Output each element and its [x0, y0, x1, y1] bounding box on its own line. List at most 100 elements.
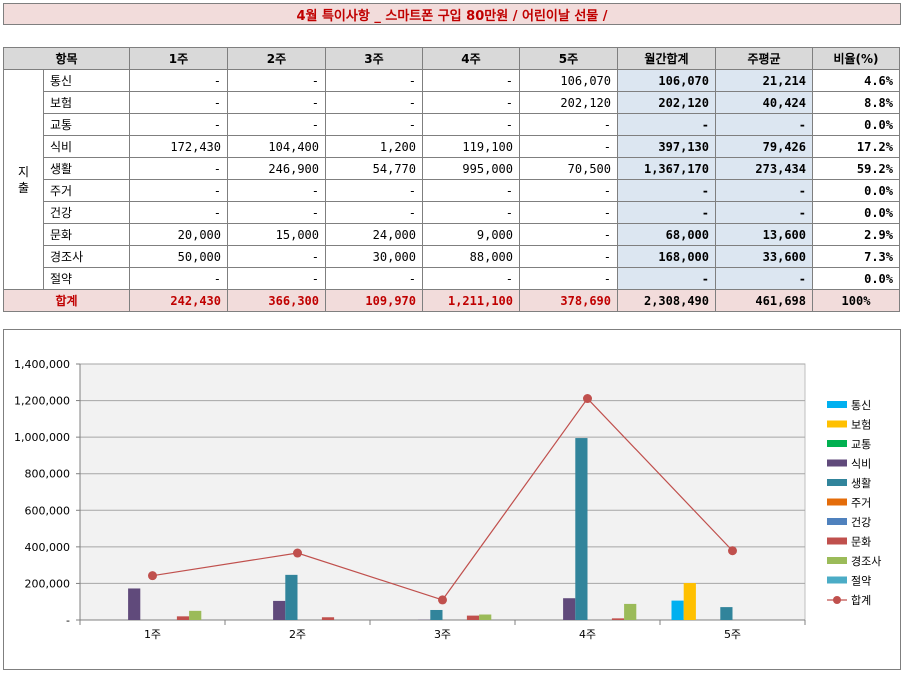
ratio-cell: 0.0%: [812, 113, 900, 136]
legend-label: 통신: [851, 399, 871, 412]
weekly-expense-chart: - 200,000 400,000 600,000 800,000 1,000,000 1,…: [14, 358, 881, 641]
weekly-average-cell: -: [715, 179, 813, 202]
week-value-cell: -: [129, 201, 228, 224]
total-point: [583, 394, 592, 404]
week-value-cell: 24,000: [325, 223, 423, 246]
legend-swatch: [827, 518, 847, 525]
weekly-average-cell: 40,424: [715, 91, 813, 114]
category-cell: 생활: [43, 157, 130, 180]
weekly-average-cell: -: [715, 201, 813, 224]
ratio-cell: 0.0%: [812, 267, 900, 290]
legend-swatch: [827, 479, 847, 486]
bar-식비: [128, 588, 141, 620]
total-week-cell: 366,300: [227, 289, 326, 312]
week-value-cell: 54,770: [325, 157, 423, 180]
week-value-cell: -: [422, 267, 520, 290]
weekly-average-cell: -: [715, 267, 813, 290]
bar-생활: [720, 607, 733, 620]
monthly-total-cell: 106,070: [617, 69, 716, 92]
week-value-cell: -: [129, 267, 228, 290]
ratio-cell: 0.0%: [812, 179, 900, 202]
week-value-cell: -: [519, 179, 618, 202]
legend-label: 문화: [851, 536, 871, 549]
bar-문화: [176, 616, 190, 620]
monthly-total-cell: 168,000: [617, 245, 716, 268]
week-value-cell: -: [129, 69, 228, 92]
total-row: 합계 242,430 366,300 109,970 1,211,100 378,690 2…: [3, 289, 900, 312]
total-monthly-cell: 2,308,490: [617, 289, 716, 312]
table-row: 생활 -246,900 54,770 995,000 70,500 1,367,170 27…: [4, 157, 900, 180]
week-value-cell: -: [227, 113, 326, 136]
week-value-cell: -: [519, 201, 618, 224]
total-ratio-cell: 100%: [812, 289, 900, 312]
table-row: 문화 20,000 15,000 24,000 9,000-68,000 13,600 2.…: [4, 223, 900, 246]
ratio-cell: 4.6%: [812, 69, 900, 92]
table-header-row: 항목 1주 2주 3주 4주 5주 월간합계 주평균 비율(%): [3, 47, 900, 70]
bar-경조사: [479, 614, 492, 620]
weekly-average-cell: 273,434: [715, 157, 813, 180]
category-cell: 문화: [43, 223, 130, 246]
week-value-cell: 995,000: [422, 157, 520, 180]
week-value-cell: -: [129, 157, 228, 180]
bar-문화: [321, 617, 335, 620]
chart-container: - 200,000 400,000 600,000 800,000 1,000,000 1,…: [3, 329, 901, 670]
header-cell: 비율(%): [812, 47, 900, 70]
plot-area: [79, 363, 806, 621]
week-value-cell: -: [422, 91, 520, 114]
bar-문화: [466, 615, 480, 620]
legend-label: 경조사: [851, 555, 881, 568]
legend-swatch: [827, 576, 847, 584]
table-row: 지출 통신 - - - -106,070 106,070 21,214 4.6%: [3, 69, 900, 290]
legend-label: 주거: [851, 497, 871, 510]
y-tick-label: 1,000,000: [14, 431, 70, 444]
week-value-cell: -: [227, 267, 326, 290]
bar-통신: [671, 600, 684, 620]
total-point: [293, 548, 302, 558]
week-value-cell: 70,500: [519, 157, 618, 180]
group-label: 지출: [17, 164, 30, 195]
x-tick-label: 3주: [434, 628, 451, 641]
bar-식비: [563, 598, 576, 620]
category-cell: 식비: [43, 135, 130, 158]
weekly-average-cell: 79,426: [715, 135, 813, 158]
table-row: 보험 - - - -202,120 202,120 40,424 8.8%: [4, 91, 900, 114]
total-average-cell: 461,698: [715, 289, 813, 312]
bar-생활: [575, 438, 588, 620]
ratio-cell: 17.2%: [812, 135, 900, 158]
week-value-cell: -: [519, 245, 618, 268]
week-value-cell: -: [519, 135, 618, 158]
legend-label: 식비: [851, 458, 871, 471]
legend-swatch: [827, 420, 847, 428]
week-value-cell: 106,070: [519, 69, 618, 92]
monthly-total-cell: -: [617, 113, 716, 136]
weekly-average-cell: 21,214: [715, 69, 813, 92]
week-value-cell: -: [422, 113, 520, 136]
ratio-cell: 2.9%: [812, 223, 900, 246]
week-value-cell: -: [422, 179, 520, 202]
x-tick-label: 1주: [144, 628, 161, 641]
week-value-cell: 119,100: [422, 135, 520, 158]
week-value-cell: -: [129, 113, 228, 136]
week-value-cell: -: [422, 69, 520, 92]
x-tick-label: 4주: [579, 628, 596, 641]
weekly-average-cell: 33,600: [715, 245, 813, 268]
table-row: 절약 - - - - - - -0.0%: [4, 267, 900, 290]
week-value-cell: -: [519, 113, 618, 136]
category-cell: 주거: [43, 179, 130, 202]
header-cell: 1주: [129, 47, 228, 70]
category-cell: 절약: [43, 267, 130, 290]
legend-swatch: [827, 440, 847, 447]
ratio-cell: 7.3%: [812, 245, 900, 268]
expense-table: 항목 1주 2주 3주 4주 5주 월간합계 주평균 비율(%) 지출 통신 - - -…: [3, 47, 900, 312]
legend-label: 절약: [851, 574, 871, 588]
table-row: 주거 - - - - - - -0.0%: [4, 179, 900, 202]
header-cell: 4주: [422, 47, 520, 70]
bar-생활: [430, 609, 443, 620]
ratio-cell: 8.8%: [812, 91, 900, 114]
week-value-cell: 50,000: [129, 245, 228, 268]
table-row: 교통 - - - - - - -0.0%: [4, 113, 900, 136]
legend-label: 건강: [851, 516, 871, 529]
week-value-cell: -: [227, 245, 326, 268]
week-value-cell: -: [325, 201, 423, 224]
total-point: [438, 595, 447, 605]
